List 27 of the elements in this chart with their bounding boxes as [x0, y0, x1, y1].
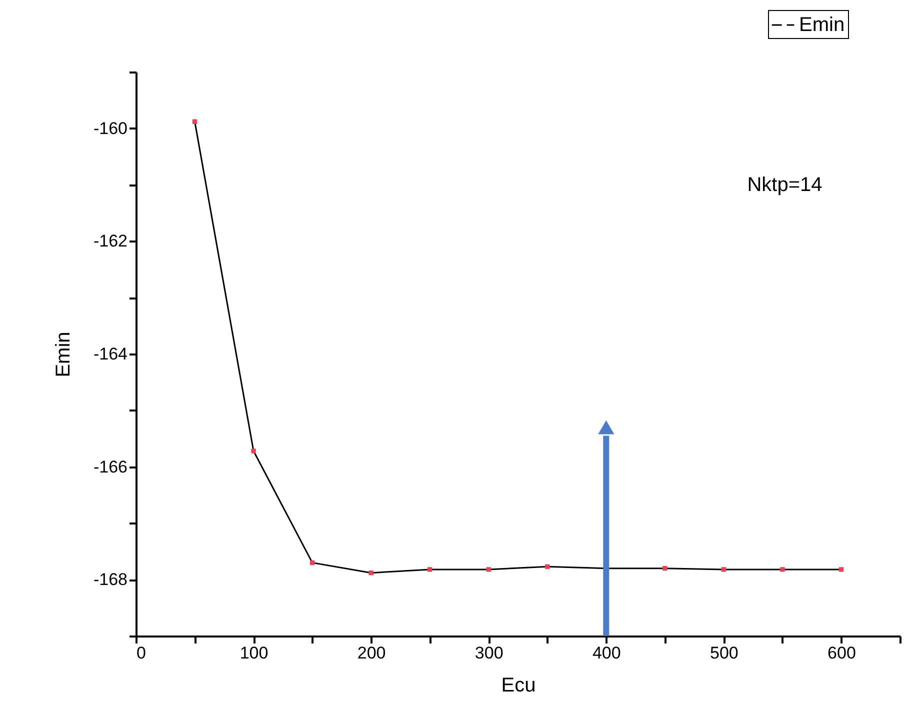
point: [662, 566, 668, 571]
x-tick-label: 0: [136, 644, 146, 662]
y-tick-label: -164: [93, 344, 128, 364]
x-tick-label: 100: [240, 644, 268, 662]
y-axis-title: Emin: [52, 332, 74, 378]
y-tick-label: -162: [93, 232, 128, 251]
y-tick-label: -168: [93, 570, 128, 590]
y-tick-label: -166: [93, 457, 128, 476]
x-tick-label: 200: [357, 644, 386, 662]
point: [780, 567, 785, 572]
x-tick-label: 500: [710, 644, 738, 662]
point: [251, 448, 256, 454]
point: [838, 567, 844, 572]
annotation: Nktp=14: [747, 174, 822, 196]
x-tick-label: 300: [474, 644, 504, 662]
point: [310, 560, 315, 566]
point: [545, 564, 550, 569]
point: [368, 570, 374, 576]
x-tick-label: 600: [828, 644, 856, 662]
x-axis-title: Ecu: [501, 674, 536, 696]
y-tick-label: -160: [93, 118, 128, 138]
point: [486, 567, 491, 572]
x-tick-label: 400: [592, 644, 621, 662]
point: [721, 567, 726, 572]
point: [192, 119, 198, 124]
legend-label: Emin: [799, 14, 845, 36]
point: [428, 567, 432, 572]
